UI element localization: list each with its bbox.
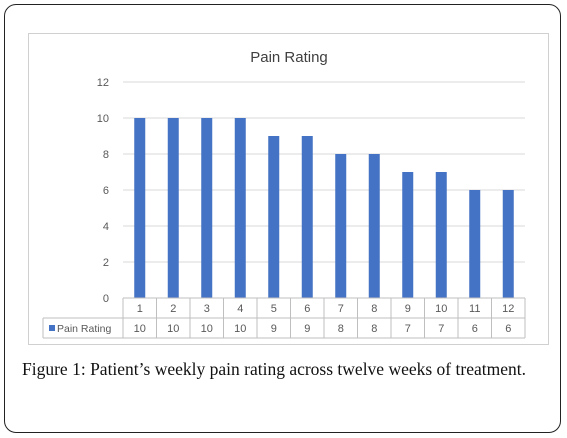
chart-area: Pain Rating 0 2 4 6 8 10 12 1 2 3 4 5 6 7 8 9 10 11 12 Pain … [28, 33, 549, 345]
x-tick-label: 5 [271, 303, 277, 315]
bar [335, 154, 347, 298]
bar [234, 118, 246, 298]
x-tick-label: 3 [204, 303, 210, 315]
y-tick-label: 12 [97, 77, 109, 89]
data-label: 10 [234, 323, 246, 335]
chart-title: Pain Rating [250, 49, 328, 66]
y-tick-label: 6 [103, 185, 109, 197]
x-tick-label: 4 [237, 303, 243, 315]
bar [368, 154, 380, 298]
caption-label: Figure 1: [22, 359, 86, 379]
data-label: 9 [304, 323, 310, 335]
bar [134, 118, 146, 298]
legend-label: Pain Rating [57, 323, 111, 335]
data-label: 10 [167, 323, 179, 335]
bar [435, 172, 447, 298]
data-label: 10 [201, 323, 213, 335]
data-label: 7 [405, 323, 411, 335]
bar [167, 118, 179, 298]
bar [301, 136, 313, 298]
y-tick-label: 0 [103, 293, 109, 305]
y-tick-label: 4 [103, 221, 109, 233]
x-tick-label: 7 [338, 303, 344, 315]
data-label: 8 [371, 323, 377, 335]
figure-caption: Figure 1: Patient’s weekly pain rating a… [22, 358, 556, 380]
x-tick-label: 2 [170, 303, 176, 315]
bar [268, 136, 280, 298]
legend-swatch [49, 325, 55, 331]
y-tick-label: 8 [103, 149, 109, 161]
data-label: 6 [472, 323, 478, 335]
x-tick-label: 8 [371, 303, 377, 315]
y-tick-label: 10 [97, 113, 109, 125]
x-tick-label: 1 [137, 303, 143, 315]
data-label: 6 [505, 323, 511, 335]
data-label: 9 [271, 323, 277, 335]
x-tick-label: 11 [469, 303, 480, 315]
x-tick-label: 10 [435, 303, 447, 315]
bar [469, 190, 481, 298]
data-label: 8 [338, 323, 344, 335]
figure-frame: Pain Rating 0 2 4 6 8 10 12 1 2 3 4 5 6 7 8 9 10 11 12 Pain … [4, 4, 561, 433]
x-tick-label: 6 [304, 303, 310, 315]
data-label: 10 [134, 323, 146, 335]
y-tick-label: 2 [103, 257, 109, 269]
bar [502, 190, 514, 298]
caption-text: Patient’s weekly pain rating across twel… [85, 359, 526, 379]
data-label: 7 [438, 323, 444, 335]
x-tick-label: 9 [405, 303, 411, 315]
bar [201, 118, 213, 298]
x-tick-label: 12 [502, 303, 514, 315]
bar [402, 172, 414, 298]
